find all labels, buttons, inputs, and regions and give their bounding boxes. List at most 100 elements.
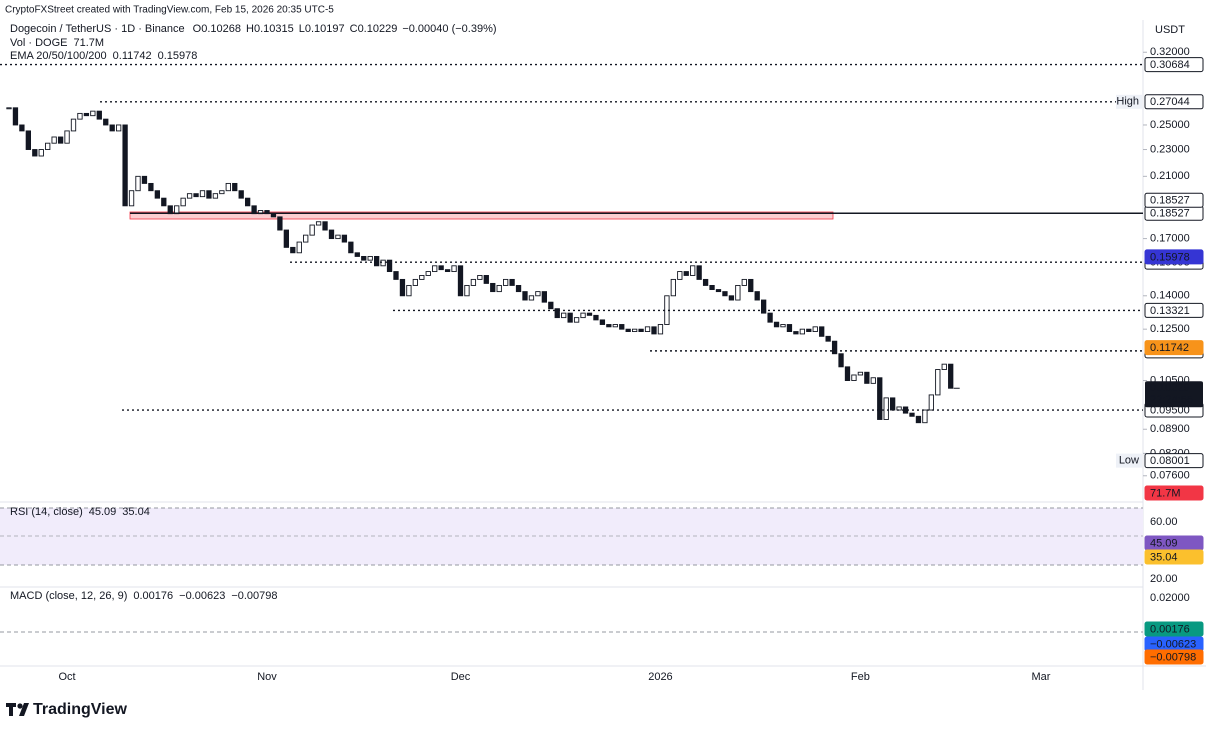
candle — [244, 197, 251, 207]
candle — [354, 252, 360, 257]
candle — [251, 205, 257, 215]
candle — [432, 265, 438, 273]
candle — [477, 275, 483, 280]
candle — [948, 363, 954, 389]
price-tag — [1144, 485, 1204, 501]
candle — [838, 353, 844, 368]
price-tag — [1144, 649, 1204, 665]
candle — [625, 328, 631, 332]
candle — [715, 289, 722, 293]
price-tag-label: 0.18527 — [1150, 208, 1190, 220]
candle — [735, 284, 741, 301]
candle — [844, 366, 851, 381]
candle — [896, 406, 902, 411]
candle — [780, 324, 786, 328]
y-tick-label: 0.12500 — [1150, 323, 1190, 335]
candle — [612, 324, 618, 328]
y-tick-label: 0.08900 — [1150, 423, 1190, 435]
legend-text: 0.10268 — [201, 23, 241, 35]
candle — [883, 397, 889, 420]
candle — [496, 284, 502, 293]
candle — [206, 190, 212, 199]
candle — [290, 246, 296, 254]
price-tag-label: 0.18527 — [1150, 195, 1190, 207]
candle — [548, 301, 554, 310]
legend-text: 0.00176 — [133, 590, 173, 602]
price-tag-label: 0.30684 — [1150, 59, 1190, 71]
countdown: 22:24:55 — [1150, 394, 1193, 406]
candle — [806, 328, 812, 332]
candle — [890, 397, 896, 411]
candle — [831, 340, 838, 355]
price-tag — [1144, 57, 1204, 73]
candle — [490, 282, 496, 293]
candle — [328, 229, 335, 240]
legend-text: 0.10197 — [305, 23, 345, 35]
candle — [135, 175, 141, 192]
candle — [219, 190, 225, 195]
candle — [128, 190, 135, 207]
candle — [425, 271, 431, 276]
price-tag-label: 0.09500 — [1150, 404, 1190, 416]
candle — [283, 229, 289, 248]
legend-text: C — [350, 23, 358, 35]
candle — [870, 377, 876, 384]
x-tick-label: Oct — [58, 671, 75, 683]
candle — [374, 255, 380, 267]
candle — [174, 205, 180, 215]
candle — [341, 234, 348, 243]
candle — [793, 331, 799, 335]
x-tick-label: Feb — [851, 671, 870, 683]
candle — [825, 335, 831, 342]
candle — [593, 314, 599, 321]
candle — [19, 124, 25, 132]
candle — [193, 193, 199, 198]
candle — [77, 112, 83, 120]
y-tick-label: 0.25000 — [1150, 119, 1190, 131]
y-tick-label: 0.17000 — [1150, 232, 1190, 244]
candle — [709, 284, 715, 290]
candle — [322, 221, 328, 231]
candle — [296, 241, 302, 254]
price-tag — [1144, 94, 1204, 110]
candle — [909, 412, 915, 417]
candle — [464, 284, 470, 297]
x-tick-label: Dec — [451, 671, 471, 683]
price-tag-label: −0.00798 — [1150, 651, 1196, 663]
candle — [12, 107, 19, 126]
candle — [573, 317, 580, 323]
candle — [503, 278, 509, 286]
candle — [122, 124, 128, 207]
price-tag-label: 45.09 — [1150, 537, 1178, 549]
candle — [238, 190, 244, 199]
candle — [64, 130, 70, 144]
y-tick-label: 0.23000 — [1150, 143, 1190, 155]
level-note: Low — [1119, 455, 1139, 467]
legend-text: 0.11742 — [113, 50, 152, 62]
candle — [767, 312, 773, 323]
candle — [115, 124, 122, 132]
candle — [819, 326, 825, 337]
price-tag — [1144, 249, 1204, 265]
candle — [225, 182, 231, 192]
price-tag-label: 0.27044 — [1150, 96, 1190, 108]
candle — [393, 271, 399, 280]
candle — [722, 291, 728, 297]
candle — [444, 269, 451, 273]
candle — [606, 324, 612, 328]
rsi-tick: 20.00 — [1150, 573, 1178, 585]
legend-text: 71.7M — [73, 37, 104, 49]
legend-text: H — [246, 23, 254, 35]
candle — [419, 275, 425, 280]
price-tag — [1144, 549, 1204, 565]
price-tag — [1144, 453, 1204, 469]
candle — [915, 415, 922, 424]
candle — [535, 291, 541, 297]
brand: TradingView — [33, 701, 128, 718]
price-tag — [1144, 621, 1204, 637]
candle — [483, 275, 489, 284]
price-tag-label: 0.08001 — [1150, 455, 1190, 467]
candle — [690, 265, 696, 276]
